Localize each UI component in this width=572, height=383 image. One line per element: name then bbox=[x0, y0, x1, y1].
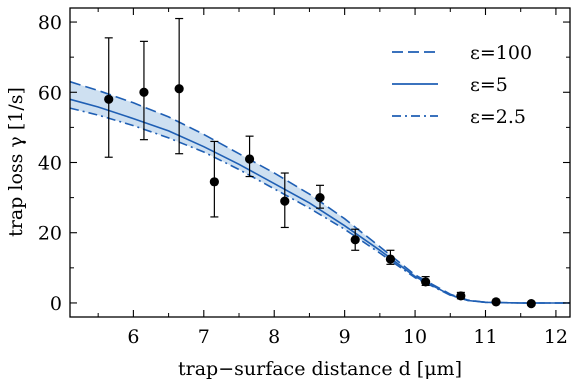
y-tick-label: 20 bbox=[38, 223, 62, 245]
ticks-layer bbox=[70, 8, 570, 317]
y-tick-label: 60 bbox=[38, 82, 62, 104]
x-tick-label: 11 bbox=[473, 326, 497, 348]
y-tick-label: 80 bbox=[38, 12, 62, 34]
legend-label-eps-100: ε=100 bbox=[470, 42, 532, 64]
legend: ε=100 ε=5 ε=2.5 bbox=[392, 42, 532, 128]
data-point bbox=[209, 177, 219, 187]
x-tick-label: 6 bbox=[127, 326, 139, 348]
y-tick-label: 40 bbox=[38, 153, 62, 175]
data-point bbox=[104, 94, 114, 104]
data-point bbox=[491, 297, 501, 307]
data-point bbox=[139, 87, 149, 97]
y-axis-title: trap loss γ [1/s] bbox=[5, 87, 27, 237]
tick-labels-layer: 6 7 8 9 10 11 12 0 20 40 60 80 bbox=[38, 12, 568, 348]
x-tick-label: 7 bbox=[198, 326, 210, 348]
x-tick-label: 12 bbox=[544, 326, 568, 348]
data-point bbox=[315, 193, 325, 203]
data-points-layer bbox=[104, 17, 536, 309]
x-tick-label: 8 bbox=[268, 326, 280, 348]
legend-label-eps-2-5: ε=2.5 bbox=[470, 106, 526, 128]
data-point bbox=[456, 291, 466, 301]
legend-label-eps-5: ε=5 bbox=[470, 74, 508, 96]
data-point bbox=[526, 299, 536, 309]
model-lines-layer bbox=[69, 80, 570, 304]
shaded-band-layer bbox=[70, 81, 570, 303]
shaded-band bbox=[70, 81, 570, 303]
data-point bbox=[350, 235, 360, 245]
series-line-1 bbox=[69, 98, 570, 304]
x-tick-label: 10 bbox=[403, 326, 427, 348]
series-line-2 bbox=[69, 107, 570, 304]
data-point bbox=[385, 254, 396, 264]
data-point bbox=[244, 154, 255, 164]
data-point bbox=[174, 84, 184, 94]
data-point bbox=[280, 196, 290, 206]
y-tick-label: 0 bbox=[50, 293, 62, 315]
data-point bbox=[421, 277, 431, 287]
x-axis-title: trap−surface distance d [μm] bbox=[178, 358, 462, 380]
x-tick-label: 9 bbox=[339, 326, 351, 348]
